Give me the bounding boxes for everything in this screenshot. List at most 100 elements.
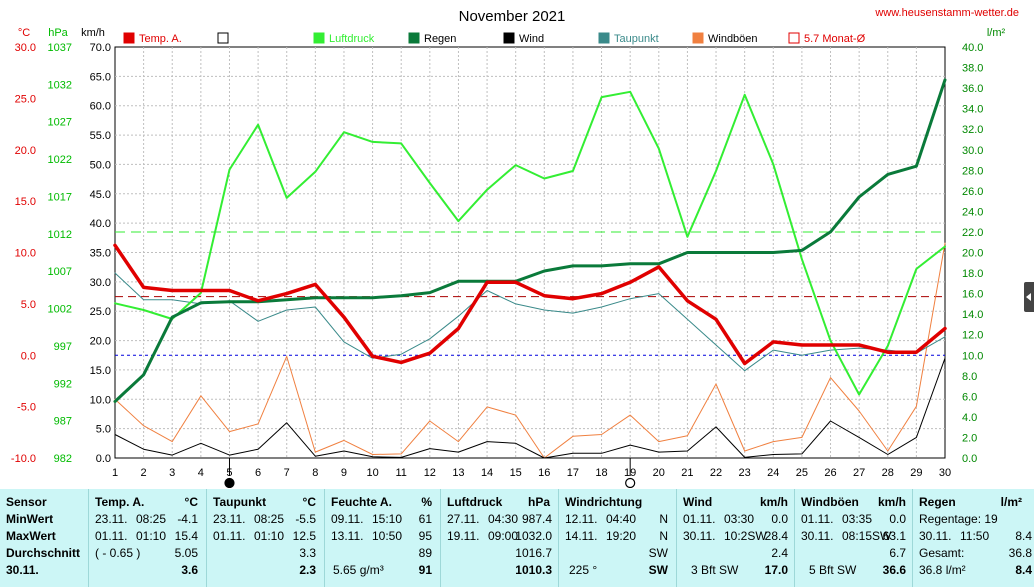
wind-tick-label: 35.0	[90, 248, 111, 260]
wind-tick-label: 45.0	[90, 189, 111, 201]
dewpoint-max-time: 01:10	[254, 529, 285, 543]
website-link: www.heusenstamm-wetter.de	[874, 7, 1019, 19]
temp-min-time: 08:25	[136, 512, 167, 526]
gusts-beaufort: 5 Bft SW	[809, 563, 857, 577]
rain-tick-label: 4.0	[962, 412, 977, 424]
temp-tick-label: 15.0	[15, 196, 36, 208]
legend-label: Taupunkt	[614, 33, 659, 45]
x-tick-label: 3	[169, 467, 175, 479]
x-tick-label: 22	[710, 467, 722, 479]
winddir-degrees: 225 °	[569, 563, 598, 577]
rain-tick-label: 10.0	[962, 350, 983, 362]
winddir-avg-value: SW	[648, 546, 668, 560]
wind-tick-label: 25.0	[90, 306, 111, 318]
side-collapse-tab[interactable]	[1024, 282, 1034, 312]
stats-col-wind-direction: Windrichtung 12.11. 04:40 N 14.11. 19:20…	[558, 489, 676, 587]
x-tick-label: 18	[595, 467, 607, 479]
x-tick-label: 2	[141, 467, 147, 479]
temp-title: Temp. A.	[95, 495, 145, 509]
pressure-tick-label: 1007	[48, 266, 72, 278]
pressure-min-value: 987.4	[521, 512, 552, 526]
stats-col-humidity: Feuchte A. % 09.11. 15:10 61 13.11. 10:5…	[324, 489, 440, 587]
rain-tick-label: 2.0	[962, 432, 977, 444]
temp-avg-value: 5.05	[174, 546, 198, 560]
rain-tick-label: 36.0	[962, 83, 983, 95]
stats-avg-label: Durchschnitt	[6, 546, 81, 560]
gusts-avg-value: 6.7	[889, 546, 906, 560]
weather-chart-svg: 1234567891011121314151617181920212223242…	[11, 7, 1019, 488]
pressure-max-time: 09:00	[488, 529, 519, 543]
wind-title: Wind	[683, 495, 713, 509]
rain-tick-label: 20.0	[962, 248, 983, 260]
rain-tick-label: 24.0	[962, 206, 983, 218]
temp-tick-label: 10.0	[15, 248, 36, 260]
dewpoint-unit: °C	[302, 495, 316, 509]
legend-swatch	[408, 32, 420, 44]
winddir-max-time: 19:20	[606, 529, 637, 543]
humidity-min-date: 09.11.	[331, 512, 364, 526]
legend-swatch	[217, 32, 229, 44]
wind-min-date: 01.11.	[683, 512, 716, 526]
winddir-max-date: 14.11.	[565, 529, 598, 543]
wind-tick-label: 60.0	[90, 101, 111, 113]
dewpoint-max-date: 01.11.	[213, 529, 246, 543]
pressure-avg-value: 1016.7	[515, 546, 552, 560]
x-tick-label: 9	[341, 467, 347, 479]
gusts-max-date: 30.11.	[801, 529, 834, 543]
rain-title: Regen	[919, 495, 956, 509]
new-moon-icon	[625, 477, 636, 488]
pressure-unit: hPa	[527, 495, 550, 509]
gusts-current-value: 36.6	[882, 563, 906, 577]
temp-tick-label: 20.0	[15, 145, 36, 157]
legend-label: Windböen	[708, 33, 758, 45]
chart-title: November 2021	[459, 8, 566, 25]
gusts-title: Windböen	[801, 495, 859, 509]
dewpoint-min-time: 08:25	[254, 512, 285, 526]
series-line-windböen	[114, 242, 946, 459]
temp-current-value: 3.6	[181, 563, 198, 577]
pressure-tick-label: 992	[54, 378, 72, 390]
series-line-regen	[113, 78, 947, 403]
rain-tick-label: 12.0	[962, 330, 983, 342]
temp-tick-label: 0.0	[21, 350, 36, 362]
rain-tick-label: 22.0	[962, 227, 983, 239]
rain-tick-label: 32.0	[962, 124, 983, 136]
stats-col-sensor: Sensor MinWert MaxWert Durchschnitt 30.1…	[0, 489, 88, 587]
x-tick-label: 25	[796, 467, 808, 479]
pressure-tick-label: 982	[54, 453, 72, 465]
humidity-absolute: 5.65 g/m³	[333, 563, 384, 577]
wind-tick-label: 70.0	[90, 42, 111, 54]
wind-tick-label: 30.0	[90, 277, 111, 289]
wind-tick-label: 5.0	[96, 424, 111, 436]
x-tick-label: 20	[653, 467, 665, 479]
winddir-max-value: N	[659, 529, 668, 543]
rain-max-value: 8.4	[1015, 529, 1032, 543]
gusts-min-time: 03:35	[842, 512, 873, 526]
rain-current-value: 8.4	[1015, 563, 1032, 577]
rain-tick-label: 6.0	[962, 391, 977, 403]
rain-days: Regentage: 19	[919, 512, 998, 526]
legend-label: 5.7 Monat-Ø	[804, 33, 866, 45]
rain-tick-label: 0.0	[962, 453, 977, 465]
stats-col-wind: Wind km/h 01.11. 03:30 0.0 30.11. 10:2SW…	[676, 489, 794, 587]
weather-chart: 1234567891011121314151617181920212223242…	[11, 7, 1019, 488]
temp-tick-label: 30.0	[15, 42, 36, 54]
x-tick-label: 15	[510, 467, 522, 479]
x-tick-label: 24	[767, 467, 779, 479]
rain-tick-label: 16.0	[962, 289, 983, 301]
rain-month-sum: 36.8 l/m²	[919, 563, 966, 577]
stats-col-gusts: Windböen km/h 01.11. 03:35 0.0 30.11. 08…	[794, 489, 912, 587]
stats-col-pressure: Luftdruck hPa 27.11. 04:30 987.4 19.11. …	[440, 489, 558, 587]
series-line-temp-a	[113, 243, 947, 366]
rain-max-time: 11:50	[960, 529, 990, 543]
x-tick-label: 11	[395, 467, 406, 479]
series-line-luftdruck	[114, 90, 946, 396]
rain-tick-label: 18.0	[962, 268, 983, 280]
x-tick-label: 4	[198, 467, 204, 479]
wind-tick-label: 40.0	[90, 218, 111, 230]
x-tick-label: 17	[567, 467, 579, 479]
humidity-min-value: 61	[418, 512, 432, 526]
pressure-tick-label: 1037	[48, 42, 72, 54]
wind-axis-unit: km/h	[81, 27, 105, 39]
stats-current-date: 30.11.	[6, 563, 39, 577]
